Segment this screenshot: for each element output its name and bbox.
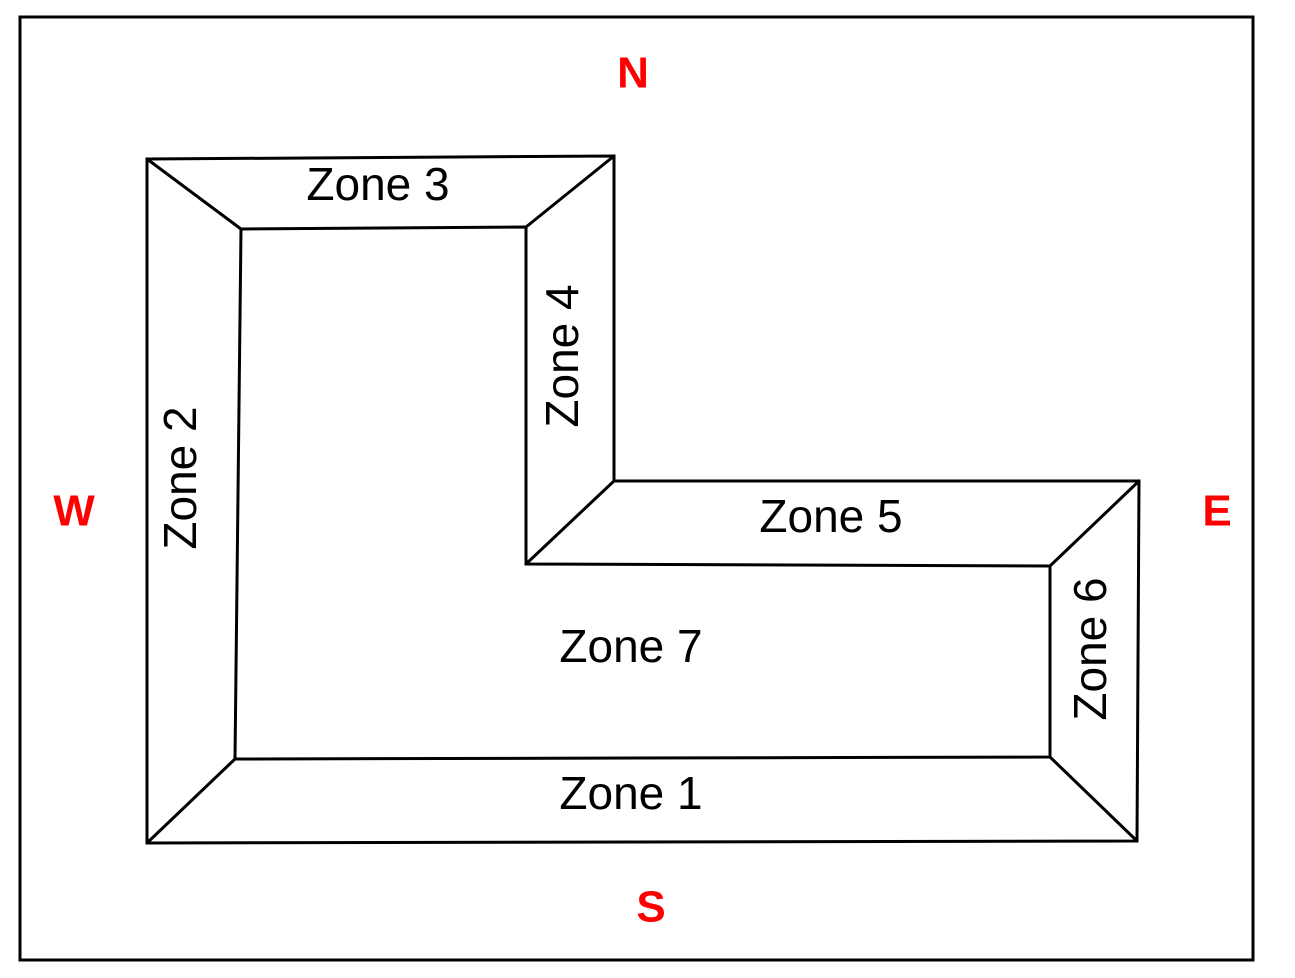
- zone-5-label: Zone 5: [759, 490, 902, 542]
- compass-east-label: E: [1202, 487, 1231, 536]
- zone-3-label: Zone 3: [306, 158, 449, 210]
- corner-diagonal-north-inner: [524, 154, 616, 229]
- compass-west-label: W: [53, 487, 95, 536]
- compass-north-label: N: [617, 49, 649, 98]
- zone-4-label: Zone 4: [536, 284, 588, 427]
- compass-south-label: S: [636, 883, 665, 932]
- zone-1-label: Zone 1: [559, 767, 702, 819]
- zone-6-label: Zone 6: [1064, 577, 1116, 720]
- corner-diagonal-southwest: [145, 757, 237, 845]
- corner-diagonal-reentrant: [524, 479, 616, 566]
- zone-7-label: Zone 7: [559, 620, 702, 672]
- outer-frame: [18, 15, 1255, 962]
- corner-diagonal-northeast: [1048, 479, 1141, 568]
- corner-diagonal-northwest: [145, 157, 243, 231]
- corner-diagonal-southeast: [1048, 755, 1139, 843]
- outer-perimeter: [145, 154, 1141, 845]
- zone-2-label: Zone 2: [154, 406, 206, 549]
- inner-perimeter: [233, 225, 1052, 761]
